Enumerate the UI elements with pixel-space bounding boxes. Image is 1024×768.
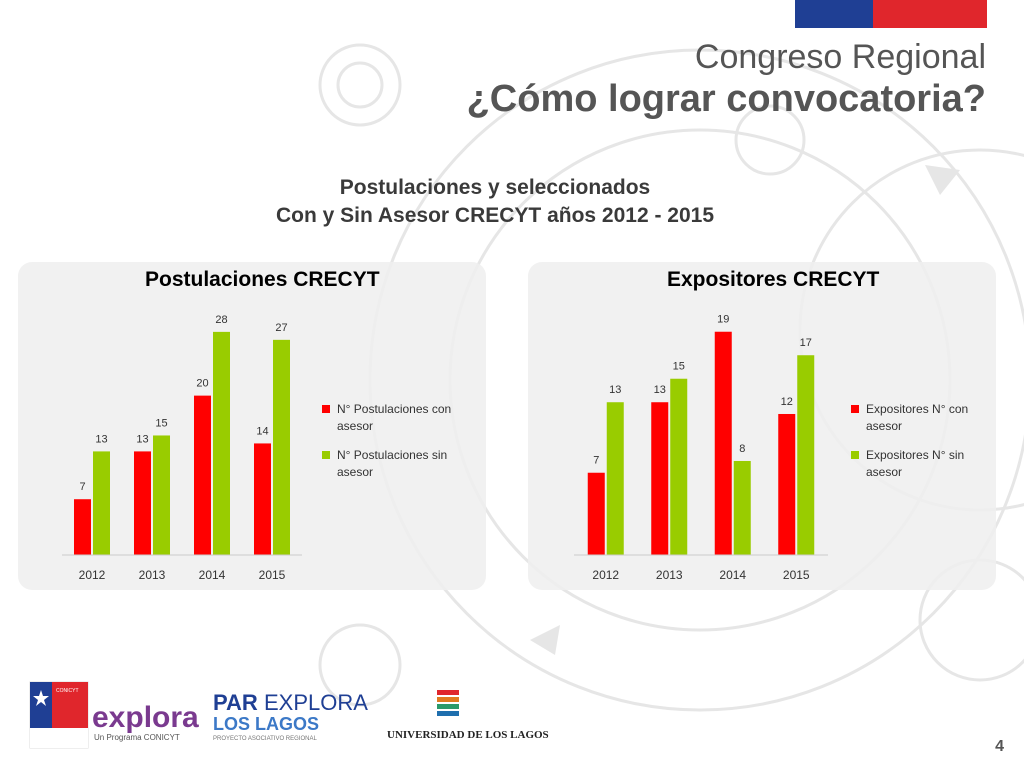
expositores-data-label-2013-con: 13	[654, 384, 666, 396]
postulaciones-bar-2012-sin	[93, 451, 110, 555]
expositores-tick-label-2012: 2012	[592, 568, 619, 582]
expositores-bar-2014-sin	[733, 460, 751, 555]
expositores-bar-2012-sin	[606, 402, 624, 555]
expositores-bar-2015-sin	[797, 355, 815, 555]
conicyt-text: CONICYT	[56, 688, 79, 694]
conicyt-logo: CONICYT	[29, 681, 89, 749]
expositores-legend-swatch-sin	[851, 451, 859, 459]
expositores-data-label-2013-sin: 15	[673, 361, 685, 373]
postulaciones-data-label-2012-con: 7	[79, 481, 85, 493]
parexplora-tagline: PROYECTO ASOCIATIVO REGIONAL	[213, 736, 317, 742]
parexplora-explora: EXPLORA	[264, 690, 368, 715]
sponsor-logos: CONICYT explora Un Programa CONICYT PAR …	[29, 681, 549, 749]
section-subtitle-line2: Con y Sin Asesor CRECYT años 2012 - 2015	[275, 204, 715, 227]
expositores-tick-label-2014: 2014	[719, 568, 746, 582]
postulaciones-data-label-2015-con: 14	[256, 425, 268, 437]
expositores-data-label-2015-con: 12	[781, 396, 793, 408]
postulaciones-data-label-2013-con: 13	[136, 433, 148, 445]
expositores-legend-swatch-con	[851, 405, 859, 413]
postulaciones-bar-2015-con	[254, 443, 271, 555]
postulaciones-bar-2012-con	[74, 499, 91, 555]
postulaciones-data-label-2014-sin: 28	[215, 314, 227, 326]
expositores-legend-label-con: asesor	[866, 419, 902, 433]
postulaciones-tick-label-2013: 2013	[139, 568, 166, 582]
expositores-legend-label-con: Expositores N° con	[866, 402, 968, 416]
postulaciones-legend-label-sin: N° Postulaciones sin	[337, 448, 447, 462]
flag-red-stripe	[873, 0, 987, 28]
postulaciones-tick-label-2014: 2014	[199, 568, 226, 582]
flag-blue-stripe	[795, 0, 873, 28]
postulaciones-data-label-2013-sin: 15	[155, 417, 167, 429]
postulaciones-bar-2013-sin	[153, 435, 170, 555]
postulaciones-legend-swatch-sin	[322, 451, 330, 459]
parexplora-logo: PAR EXPLORA LOS LAGOS PROYECTO ASOCIATIV…	[213, 690, 368, 742]
page-number: 4	[995, 738, 1004, 755]
expositores-data-label-2014-sin: 8	[739, 443, 745, 455]
page-title: Congreso Regional	[694, 38, 986, 76]
postulaciones-legend-label-sin: asesor	[337, 465, 373, 479]
postulaciones-bar-2014-con	[194, 395, 211, 555]
postulaciones-legend-label-con: N° Postulaciones con	[337, 402, 451, 416]
page-heading: ¿Cómo lograr convocatoria?	[466, 78, 986, 120]
expositores-tick-label-2013: 2013	[656, 568, 683, 582]
parexplora-par: PAR	[213, 690, 258, 715]
expositores-bar-2012-con	[587, 472, 605, 555]
expositores-tick-label-2015: 2015	[783, 568, 810, 582]
postulaciones-data-label-2015-sin: 27	[275, 322, 287, 334]
explora-logo: explora Un Programa CONICYT	[92, 701, 199, 742]
expositores-data-label-2012-con: 7	[593, 455, 599, 467]
chart-title-postulaciones: Postulaciones CRECYT	[145, 268, 380, 291]
ulagos-logo: UNIVERSIDAD DE LOS LAGOS	[387, 690, 549, 741]
expositores-data-label-2015-sin: 17	[800, 337, 812, 349]
expositores-bar-2014-con	[714, 331, 732, 555]
postulaciones-data-label-2014-con: 20	[196, 378, 208, 390]
postulaciones-tick-label-2015: 2015	[259, 568, 286, 582]
explora-wordmark: explora	[92, 701, 199, 734]
expositores-legend-label-sin: Expositores N° sin	[866, 448, 964, 462]
explora-tagline: Un Programa CONICYT	[94, 733, 180, 742]
expositores-data-label-2012-sin: 13	[609, 384, 621, 396]
chart-title-expositores: Expositores CRECYT	[667, 268, 880, 291]
expositores-bar-2015-con	[778, 413, 796, 555]
postulaciones-data-label-2012-sin: 13	[95, 433, 107, 445]
postulaciones-legend-swatch-con	[322, 405, 330, 413]
postulaciones-bar-2015-sin	[273, 339, 290, 555]
expositores-bar-2013-con	[651, 402, 669, 555]
expositores-data-label-2014-con: 19	[717, 314, 729, 326]
chart-panel-expositores	[528, 262, 996, 590]
postulaciones-bar-2013-con	[134, 451, 151, 555]
expositores-bar-2013-sin	[670, 378, 688, 555]
ulagos-text: UNIVERSIDAD DE LOS LAGOS	[387, 729, 549, 741]
expositores-legend-label-sin: asesor	[866, 465, 902, 479]
postulaciones-legend-label-con: asesor	[337, 419, 373, 433]
postulaciones-tick-label-2012: 2012	[79, 568, 106, 582]
parexplora-region: LOS LAGOS	[213, 714, 319, 734]
section-subtitle-line1: Postulaciones y seleccionados	[339, 176, 651, 199]
postulaciones-bar-2014-sin	[213, 331, 230, 555]
